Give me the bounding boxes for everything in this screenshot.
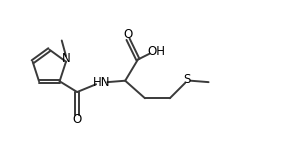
Text: N: N xyxy=(62,52,71,65)
Text: OH: OH xyxy=(147,45,165,58)
Text: HN: HN xyxy=(92,76,110,89)
Text: S: S xyxy=(184,73,191,86)
Text: O: O xyxy=(73,113,82,126)
Text: O: O xyxy=(123,28,133,41)
